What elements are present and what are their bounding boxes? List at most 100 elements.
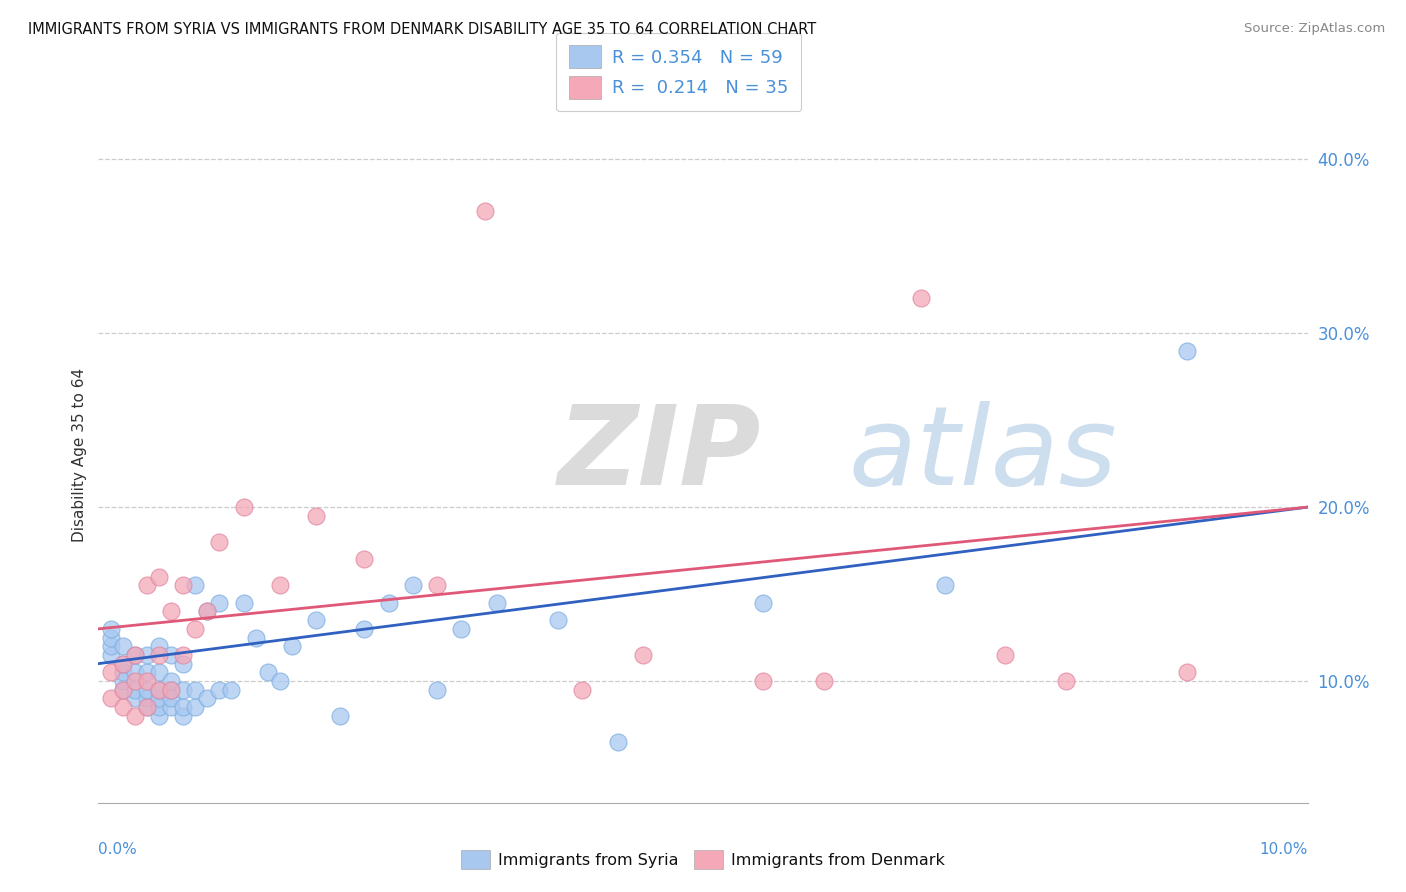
Point bbox=[256, 665, 278, 680]
Point bbox=[195, 605, 218, 619]
Point bbox=[910, 291, 932, 305]
Point bbox=[426, 682, 449, 697]
Point bbox=[135, 682, 157, 697]
Point bbox=[208, 596, 231, 610]
Point bbox=[450, 622, 472, 636]
Point bbox=[752, 674, 775, 689]
Point bbox=[172, 682, 194, 697]
Point bbox=[221, 682, 243, 697]
Point bbox=[184, 622, 207, 636]
Point bbox=[195, 691, 218, 706]
Point bbox=[148, 708, 170, 723]
Point bbox=[329, 708, 352, 723]
Point bbox=[124, 708, 146, 723]
Point bbox=[160, 682, 183, 697]
Point bbox=[100, 639, 122, 653]
Point bbox=[111, 682, 134, 697]
Text: atlas: atlas bbox=[848, 401, 1116, 508]
Point bbox=[1175, 665, 1198, 680]
Point bbox=[752, 596, 775, 610]
Point bbox=[148, 665, 170, 680]
Point bbox=[135, 578, 157, 592]
Point bbox=[377, 596, 399, 610]
Point bbox=[305, 613, 328, 627]
Text: 10.0%: 10.0% bbox=[1260, 842, 1308, 856]
Point bbox=[994, 648, 1017, 662]
Point bbox=[148, 570, 170, 584]
Point bbox=[100, 691, 122, 706]
Point bbox=[124, 648, 146, 662]
Point bbox=[111, 682, 134, 697]
Point bbox=[208, 682, 231, 697]
Point bbox=[402, 578, 425, 592]
Point bbox=[124, 665, 146, 680]
Point bbox=[100, 622, 122, 636]
Legend: R = 0.354   N = 59, R =  0.214   N = 35: R = 0.354 N = 59, R = 0.214 N = 35 bbox=[557, 33, 801, 112]
Point bbox=[1054, 674, 1077, 689]
Point bbox=[172, 708, 194, 723]
Point bbox=[172, 657, 194, 671]
Point bbox=[1175, 343, 1198, 358]
Point bbox=[148, 682, 170, 697]
Point bbox=[135, 648, 157, 662]
Point bbox=[124, 682, 146, 697]
Point bbox=[232, 500, 254, 514]
Point bbox=[124, 691, 146, 706]
Point bbox=[245, 631, 267, 645]
Point bbox=[269, 674, 291, 689]
Point bbox=[124, 674, 146, 689]
Point bbox=[160, 605, 183, 619]
Point bbox=[111, 700, 134, 714]
Point bbox=[160, 691, 183, 706]
Point bbox=[486, 596, 509, 610]
Point bbox=[111, 665, 134, 680]
Point bbox=[160, 700, 183, 714]
Point bbox=[547, 613, 569, 627]
Point bbox=[474, 204, 496, 219]
Text: IMMIGRANTS FROM SYRIA VS IMMIGRANTS FROM DENMARK DISABILITY AGE 35 TO 64 CORRELA: IMMIGRANTS FROM SYRIA VS IMMIGRANTS FROM… bbox=[28, 22, 817, 37]
Point bbox=[426, 578, 449, 592]
Point bbox=[148, 700, 170, 714]
Point bbox=[172, 700, 194, 714]
Point bbox=[631, 648, 654, 662]
Point bbox=[184, 700, 207, 714]
Point bbox=[135, 665, 157, 680]
Point bbox=[353, 622, 375, 636]
Point bbox=[148, 648, 170, 662]
Point bbox=[353, 552, 375, 566]
Text: ZIP: ZIP bbox=[558, 401, 762, 508]
Point bbox=[172, 648, 194, 662]
Point bbox=[281, 639, 304, 653]
Text: Source: ZipAtlas.com: Source: ZipAtlas.com bbox=[1244, 22, 1385, 36]
Point bbox=[135, 691, 157, 706]
Point bbox=[208, 534, 231, 549]
Point bbox=[135, 700, 157, 714]
Point bbox=[269, 578, 291, 592]
Point bbox=[111, 639, 134, 653]
Point bbox=[148, 682, 170, 697]
Point bbox=[305, 508, 328, 523]
Point bbox=[160, 674, 183, 689]
Point bbox=[135, 674, 157, 689]
Point bbox=[813, 674, 835, 689]
Point bbox=[124, 648, 146, 662]
Point bbox=[195, 605, 218, 619]
Point bbox=[184, 682, 207, 697]
Point bbox=[607, 735, 630, 749]
Point bbox=[172, 578, 194, 592]
Point bbox=[111, 674, 134, 689]
Legend: Immigrants from Syria, Immigrants from Denmark: Immigrants from Syria, Immigrants from D… bbox=[454, 844, 952, 875]
Text: 0.0%: 0.0% bbox=[98, 842, 138, 856]
Point bbox=[100, 631, 122, 645]
Point bbox=[232, 596, 254, 610]
Point bbox=[184, 578, 207, 592]
Point bbox=[160, 648, 183, 662]
Point bbox=[135, 700, 157, 714]
Point bbox=[148, 639, 170, 653]
Point bbox=[571, 682, 593, 697]
Y-axis label: Disability Age 35 to 64: Disability Age 35 to 64 bbox=[72, 368, 87, 542]
Point bbox=[111, 657, 134, 671]
Point bbox=[100, 665, 122, 680]
Point bbox=[111, 657, 134, 671]
Point bbox=[934, 578, 956, 592]
